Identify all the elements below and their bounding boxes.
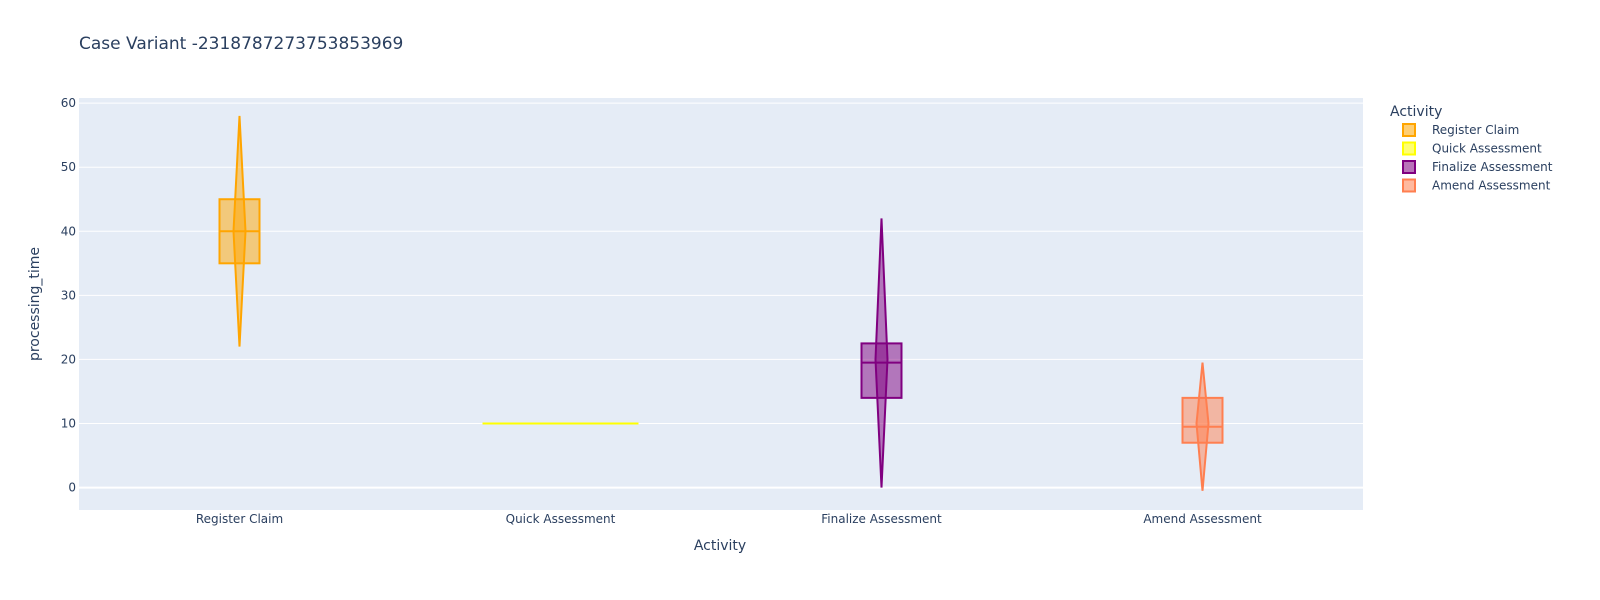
y-tick-label: 0 [68,481,76,495]
x-tick-label: Finalize Assessment [821,512,942,526]
legend-title: Activity [1390,104,1442,120]
violin-register-claim [218,115,261,347]
legend-label: Quick Assessment [1432,142,1542,156]
violin-finalize-assessment [860,218,903,488]
violin-amend-assessment [1181,362,1224,491]
x-axis-ticks: Register Claim Quick Assessment Finalize A… [196,512,1262,526]
y-tick-label: 60 [61,96,76,110]
box-iqr [860,342,903,399]
legend-swatch [1402,141,1416,156]
y-tick-label: 20 [61,352,76,366]
legend-swatch [1402,123,1416,137]
y-axis-title: processing_time [27,247,43,361]
y-tick-label: 40 [61,224,76,238]
y-axis-ticks: 0 10 20 30 40 50 60 [61,96,76,494]
y-tick-label: 30 [61,288,76,302]
gridlines [79,102,1363,489]
legend-swatch [1402,160,1416,174]
box-iqr [1181,396,1224,444]
violin-group [218,115,1224,491]
chart-title: Case Variant -2318787273753853969 [79,34,403,54]
legend-label: Register Claim [1432,123,1519,137]
x-tick-label: Amend Assessment [1143,512,1262,526]
legend-swatch [1402,178,1416,193]
legend: Activity Register Claim Quick Assessment F… [1390,104,1553,193]
legend-label: Finalize Assessment [1432,160,1553,174]
legend-label: Amend Assessment [1432,179,1551,193]
plot-area [79,98,1363,510]
x-tick-label: Quick Assessment [506,512,616,526]
y-tick-label: 10 [61,416,76,430]
y-tick-label: 50 [61,160,76,174]
x-axis-title: Activity [694,538,746,554]
x-tick-label: Register Claim [196,512,283,526]
